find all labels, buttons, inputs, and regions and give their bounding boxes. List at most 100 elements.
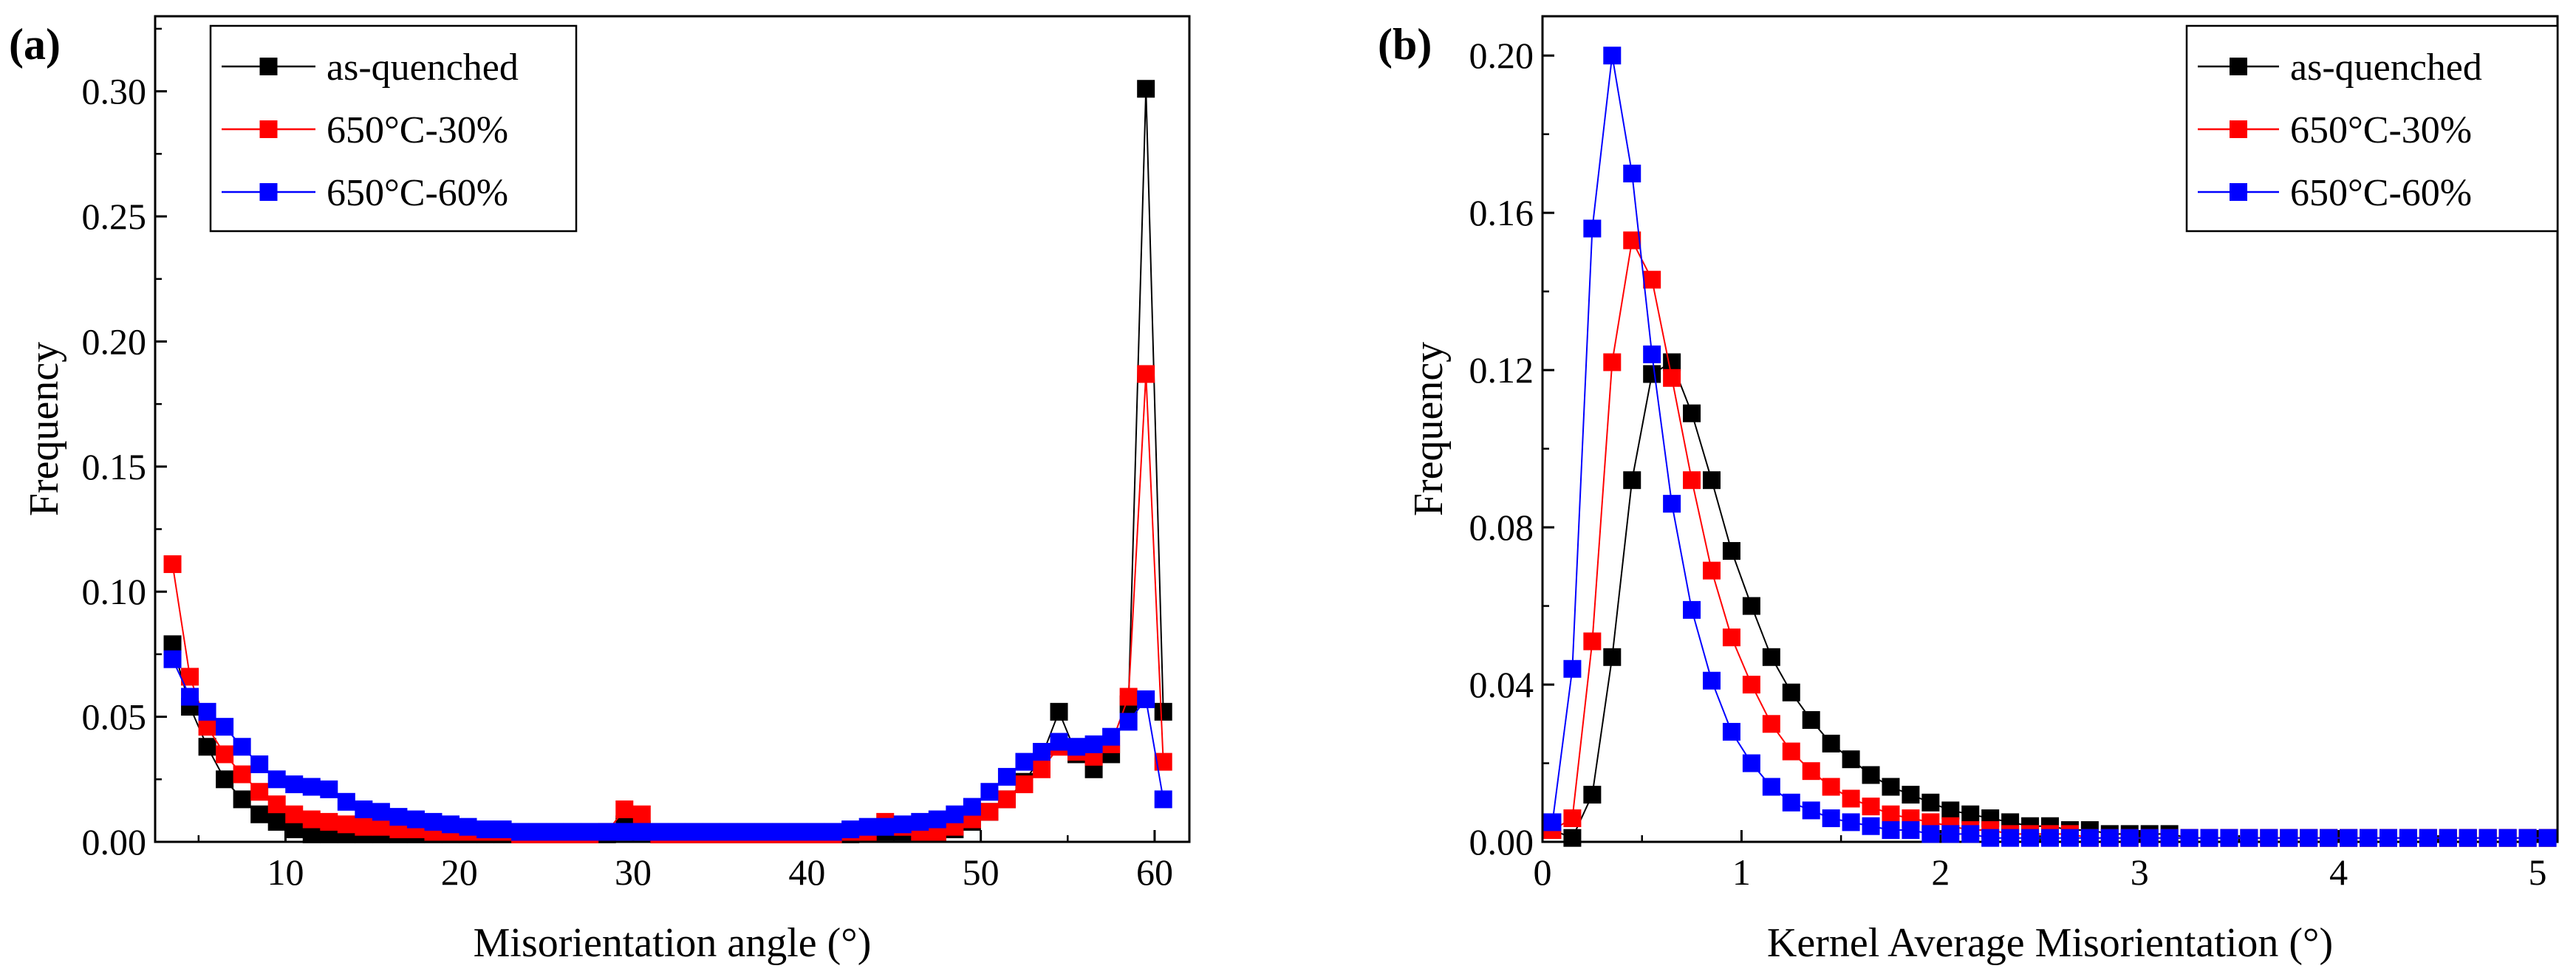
data-point: [476, 820, 495, 839]
data-point: [233, 765, 251, 784]
x-tick-label: 4: [2329, 851, 2348, 893]
data-point: [737, 823, 755, 841]
data-point: [858, 817, 877, 836]
y-axis-title: Frequency: [1406, 342, 1452, 516]
series-650-c-30-: [163, 365, 1172, 843]
legend-item: 650°C-30%: [2198, 109, 2472, 151]
data-point: [163, 555, 182, 573]
data-point: [911, 812, 929, 831]
y-tick-label: 0.12: [1469, 349, 1534, 391]
data-point: [528, 823, 547, 841]
legend-label: 650°C-30%: [327, 109, 508, 151]
data-point: [1822, 809, 1840, 828]
x-tick-label: 20: [441, 851, 478, 893]
data-point: [563, 823, 581, 841]
panel-label: (b): [1378, 20, 1432, 69]
data-point: [1683, 600, 1701, 619]
data-point: [493, 820, 512, 839]
data-point: [1902, 786, 1920, 804]
x-tick-label: 40: [788, 851, 825, 893]
data-point: [1015, 775, 1034, 794]
series-650-c-30-: [1543, 231, 2557, 847]
data-point: [1782, 683, 1800, 702]
data-point: [424, 812, 443, 831]
data-point: [632, 805, 651, 823]
data-point: [337, 815, 355, 834]
data-point: [1603, 47, 1622, 65]
data-point: [2459, 829, 2477, 847]
data-point: [320, 780, 338, 798]
data-point: [1033, 760, 1050, 778]
data-point: [1563, 659, 1582, 678]
data-point: [789, 823, 807, 841]
data-point: [1603, 353, 1622, 371]
data-point: [1583, 632, 1602, 651]
x-axis-title: Kernel Average Misorientation (°): [1767, 920, 2333, 966]
data-point: [1842, 789, 1860, 808]
legend-marker: [2230, 183, 2247, 201]
data-point: [2320, 829, 2338, 847]
series-as-quenched: [1543, 353, 2557, 847]
data-point: [302, 810, 321, 829]
data-point: [285, 775, 304, 794]
data-point: [198, 718, 216, 736]
data-point: [1722, 542, 1740, 561]
data-point: [928, 810, 946, 829]
data-point: [181, 688, 199, 706]
data-point: [702, 823, 720, 841]
data-point: [1102, 727, 1121, 746]
series-650-c-60-: [1543, 47, 2557, 847]
x-tick-label: 5: [2529, 851, 2547, 893]
data-point: [1941, 801, 1960, 820]
data-point: [2140, 829, 2159, 847]
data-point: [824, 823, 842, 841]
series-line: [1551, 238, 2548, 839]
data-point: [2160, 829, 2179, 847]
x-tick-label: 60: [1136, 851, 1173, 893]
data-point: [1623, 164, 1641, 182]
data-point: [1683, 471, 1701, 490]
data-point: [389, 808, 408, 826]
data-point: [2021, 829, 2040, 847]
data-point: [1154, 702, 1172, 721]
data-point: [1137, 690, 1155, 708]
y-tick-label: 0.00: [82, 821, 147, 863]
data-point: [650, 823, 669, 841]
data-point: [1742, 676, 1760, 694]
data-point: [2200, 829, 2218, 847]
y-tick-label: 0.04: [1469, 664, 1534, 705]
legend-item: 650°C-60%: [2198, 172, 2472, 214]
data-point: [1643, 345, 1661, 363]
data-point: [2060, 829, 2079, 847]
legend-label: 650°C-60%: [2290, 172, 2472, 214]
data-point: [1643, 270, 1661, 289]
x-axis-title: Misorientation angle (°): [474, 920, 872, 966]
data-point: [2240, 829, 2258, 847]
data-point: [1703, 671, 1721, 690]
data-point: [2399, 829, 2417, 847]
data-point: [1583, 786, 1602, 804]
data-point: [2518, 829, 2537, 847]
data-point: [1762, 648, 1780, 666]
data-point: [511, 823, 530, 841]
data-point: [963, 798, 981, 816]
data-point: [1722, 628, 1740, 647]
data-point: [1015, 753, 1034, 771]
data-point: [1119, 688, 1138, 706]
legend-marker: [2230, 120, 2247, 138]
data-point: [1802, 801, 1820, 820]
data-point: [2360, 829, 2378, 847]
data-point: [337, 792, 355, 811]
data-point: [1663, 495, 1681, 513]
data-point: [1703, 561, 1721, 580]
data-point: [1643, 365, 1661, 383]
data-point: [980, 783, 999, 801]
series-line: [1552, 361, 2548, 839]
data-point: [233, 790, 251, 809]
data-point: [163, 635, 182, 654]
y-tick-label: 0.25: [82, 196, 147, 237]
y-tick-label: 0.05: [82, 696, 147, 738]
data-point: [876, 817, 895, 836]
legend-label: as-quenched: [2290, 47, 2482, 89]
